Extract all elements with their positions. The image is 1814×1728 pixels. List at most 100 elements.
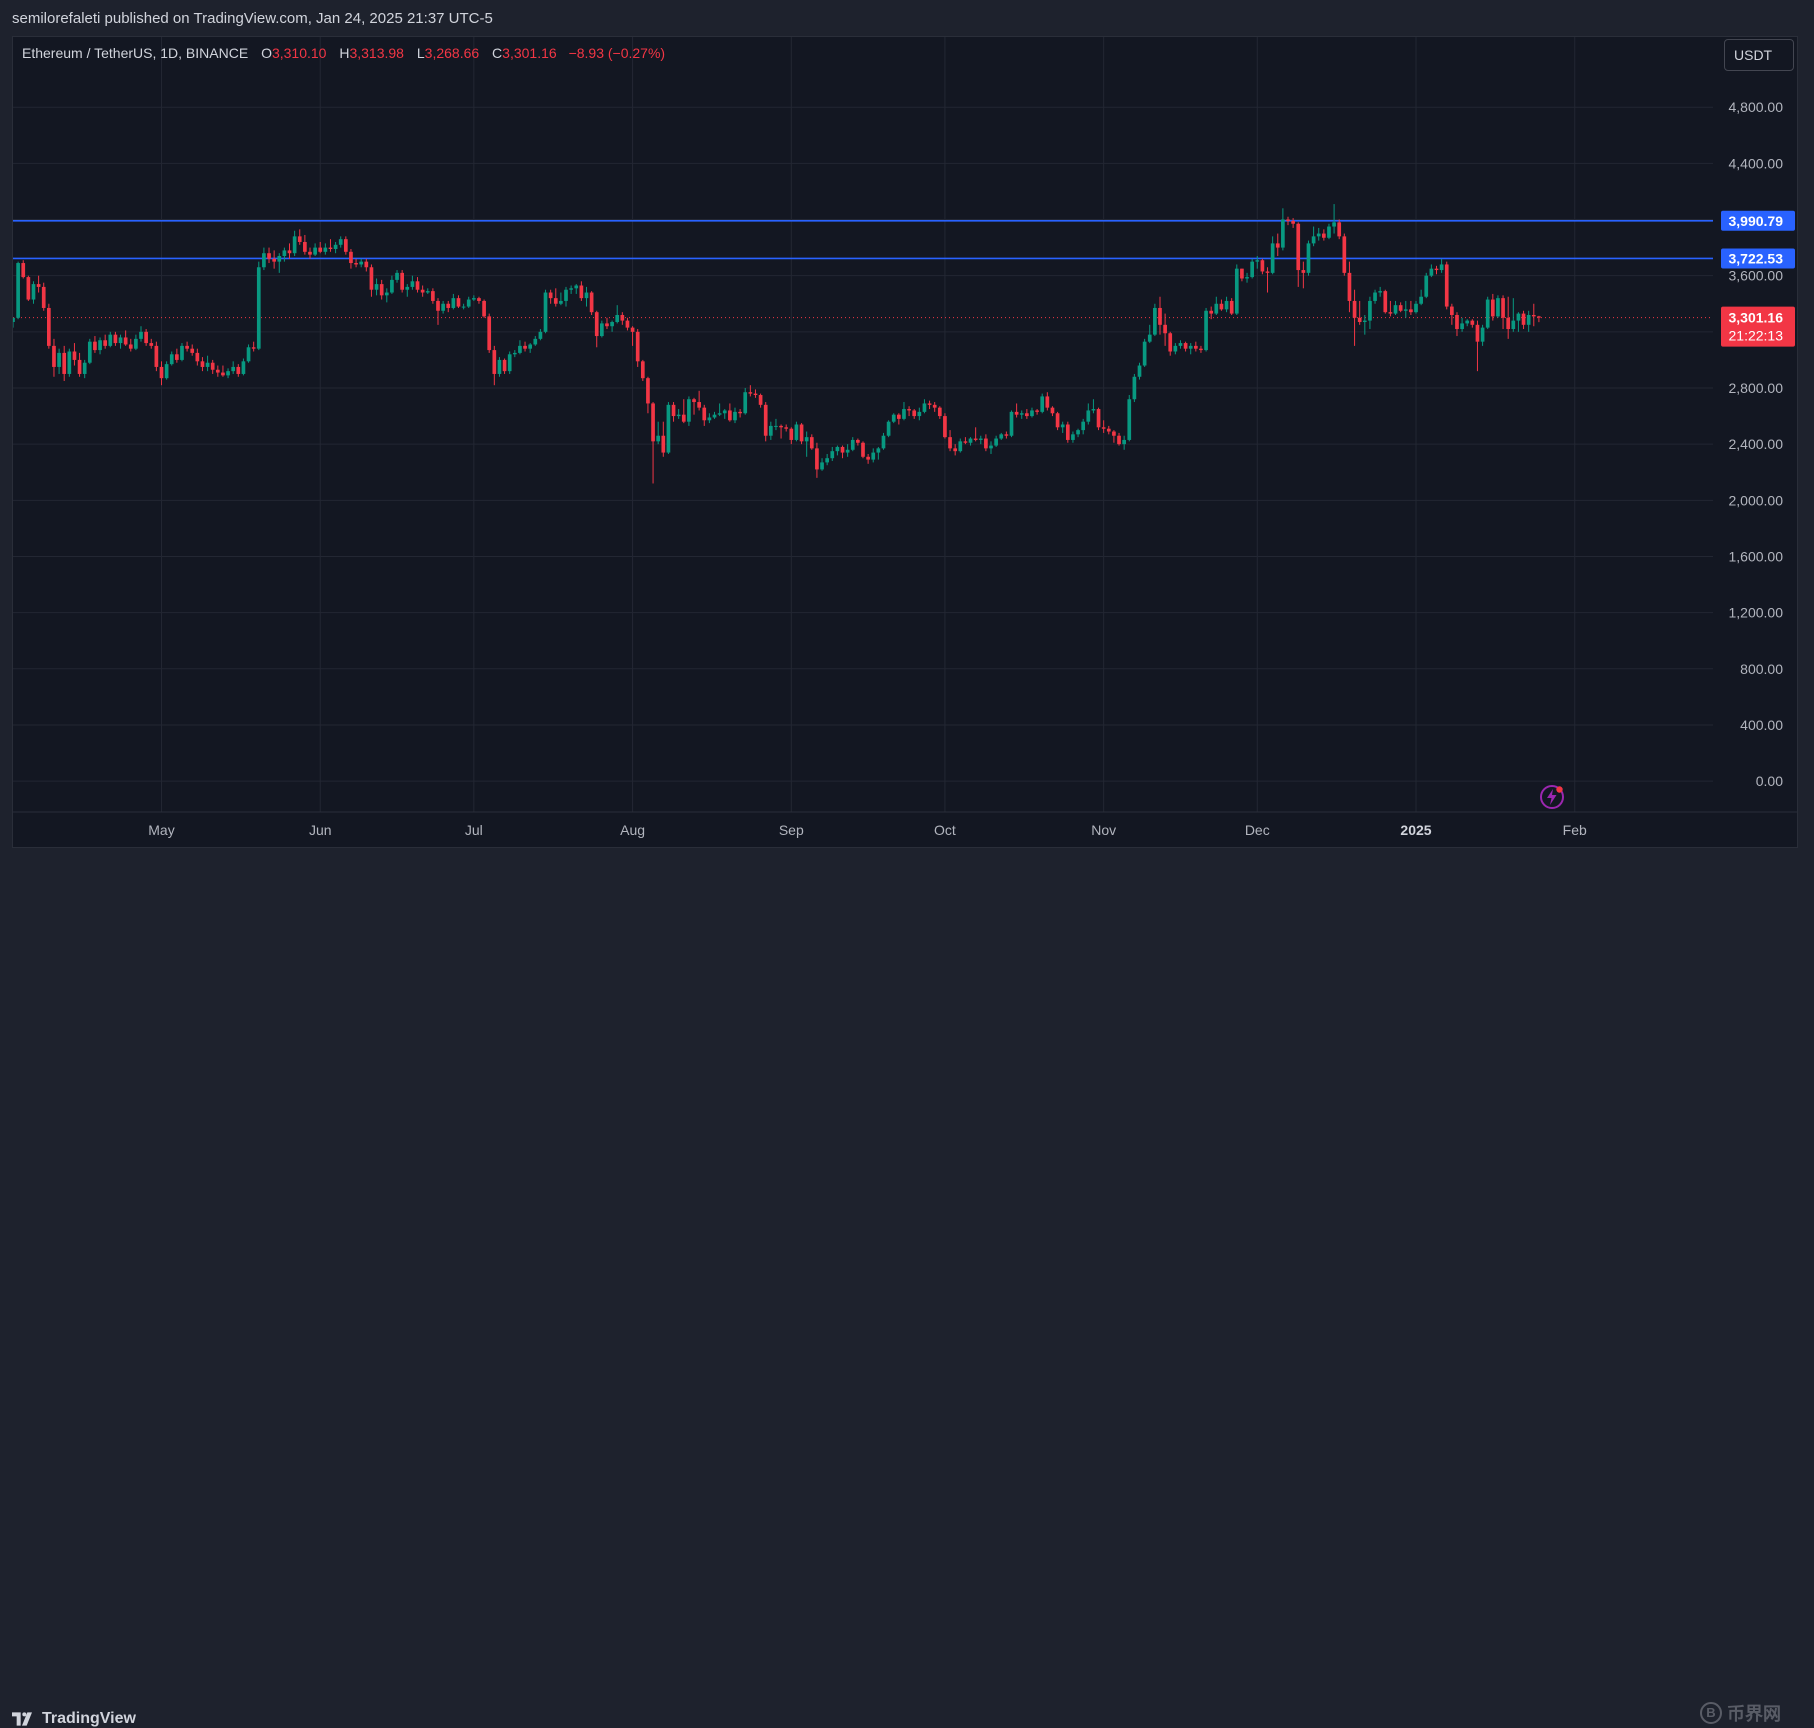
candle-body bbox=[1106, 428, 1111, 432]
bottom-bar: TradingView B 币界网 bbox=[0, 848, 1814, 1727]
candle-body bbox=[1153, 307, 1157, 335]
candle bbox=[753, 389, 758, 398]
candle bbox=[1060, 421, 1065, 433]
candle-body bbox=[180, 345, 184, 360]
brand-name: TradingView bbox=[42, 1710, 136, 1727]
candle bbox=[333, 241, 338, 254]
candle bbox=[431, 288, 435, 304]
candle-body bbox=[308, 251, 312, 255]
candle-body bbox=[625, 320, 630, 328]
candle bbox=[605, 317, 609, 330]
candle bbox=[1014, 403, 1019, 418]
price-chart[interactable]: 4,800.004,400.004,000.003,600.003,200.00… bbox=[13, 37, 1797, 847]
candle bbox=[164, 361, 169, 380]
candle bbox=[1332, 204, 1336, 234]
candle-body bbox=[318, 247, 323, 252]
candle-body bbox=[958, 441, 963, 452]
candle-body bbox=[1496, 298, 1500, 317]
candle bbox=[441, 300, 445, 314]
candle bbox=[1188, 343, 1193, 355]
candle-body bbox=[400, 272, 404, 290]
candle-body bbox=[932, 404, 937, 408]
candle-body bbox=[1004, 434, 1009, 436]
candle bbox=[830, 446, 835, 462]
candle bbox=[1342, 233, 1347, 276]
candle-body bbox=[953, 448, 958, 452]
candle bbox=[384, 288, 389, 303]
price-tick-label: 4,800.00 bbox=[1729, 99, 1784, 115]
candle-body bbox=[343, 239, 348, 252]
candle bbox=[1137, 362, 1142, 380]
candle bbox=[533, 336, 538, 346]
candle-body bbox=[502, 359, 507, 372]
candle-body bbox=[656, 435, 661, 442]
candle bbox=[1127, 395, 1132, 442]
candle-body bbox=[77, 359, 82, 374]
chart-frame[interactable]: 4,800.004,400.004,000.003,600.003,200.00… bbox=[12, 36, 1798, 848]
candle bbox=[1270, 236, 1275, 275]
candle bbox=[215, 365, 220, 377]
candle bbox=[1429, 264, 1434, 278]
high-value: 3,313.98 bbox=[349, 45, 404, 61]
candle bbox=[1455, 312, 1459, 337]
candle-body bbox=[543, 292, 548, 332]
candle-body bbox=[195, 352, 200, 362]
candle bbox=[984, 434, 988, 452]
candle-body bbox=[1117, 435, 1121, 445]
candle bbox=[1485, 296, 1490, 330]
candle-body bbox=[87, 341, 92, 363]
candle-body bbox=[159, 366, 164, 379]
publisher-info: semilorefaleti published on TradingView.… bbox=[12, 10, 493, 27]
candle bbox=[246, 344, 251, 363]
price-tick-label: 1,600.00 bbox=[1729, 548, 1784, 564]
candle bbox=[205, 355, 210, 372]
candle-body bbox=[1025, 413, 1029, 417]
candle bbox=[21, 260, 26, 279]
candle-body bbox=[989, 445, 993, 449]
currency-button[interactable]: USDT bbox=[1724, 39, 1794, 71]
horizontal-lines-layer bbox=[13, 220, 1713, 319]
candle bbox=[185, 341, 189, 352]
candle bbox=[1173, 343, 1178, 355]
candle-body bbox=[978, 438, 983, 440]
candle-body bbox=[1173, 345, 1178, 352]
candle bbox=[139, 326, 143, 342]
candle-body bbox=[1485, 299, 1490, 328]
candle-body bbox=[1501, 298, 1505, 318]
candle bbox=[804, 431, 809, 457]
candle bbox=[200, 357, 205, 372]
candle bbox=[958, 438, 963, 453]
candle-body bbox=[323, 247, 328, 252]
candle-body bbox=[52, 345, 56, 367]
candle-body bbox=[1147, 334, 1152, 342]
tradingview-logo[interactable]: TradingView bbox=[12, 1710, 136, 1728]
time-tick-label: Dec bbox=[1245, 822, 1270, 838]
candle bbox=[1091, 399, 1096, 414]
candle-body bbox=[702, 407, 707, 421]
lightning-icon[interactable] bbox=[1538, 783, 1566, 811]
candle bbox=[912, 409, 917, 419]
candle bbox=[1065, 421, 1070, 443]
candle bbox=[1357, 300, 1362, 325]
candle bbox=[999, 432, 1004, 440]
candle-body bbox=[410, 281, 415, 287]
candle bbox=[1424, 272, 1429, 299]
time-tick-label: Oct bbox=[934, 822, 956, 838]
candle-body bbox=[820, 462, 824, 470]
candle-body bbox=[1178, 343, 1183, 346]
candle bbox=[1147, 324, 1152, 344]
candle-body bbox=[215, 369, 220, 373]
candle bbox=[1030, 407, 1034, 418]
candle bbox=[1168, 331, 1173, 356]
candle bbox=[907, 406, 911, 417]
candle bbox=[349, 249, 353, 269]
candle-body bbox=[128, 344, 133, 349]
candle bbox=[717, 403, 722, 417]
candle bbox=[937, 406, 942, 419]
candle-body bbox=[482, 300, 486, 317]
candle-body bbox=[384, 292, 389, 296]
candle bbox=[968, 437, 973, 446]
price-tick-label: 1,200.00 bbox=[1729, 605, 1784, 621]
candle-body bbox=[1383, 291, 1388, 313]
candle-body bbox=[1142, 341, 1147, 366]
